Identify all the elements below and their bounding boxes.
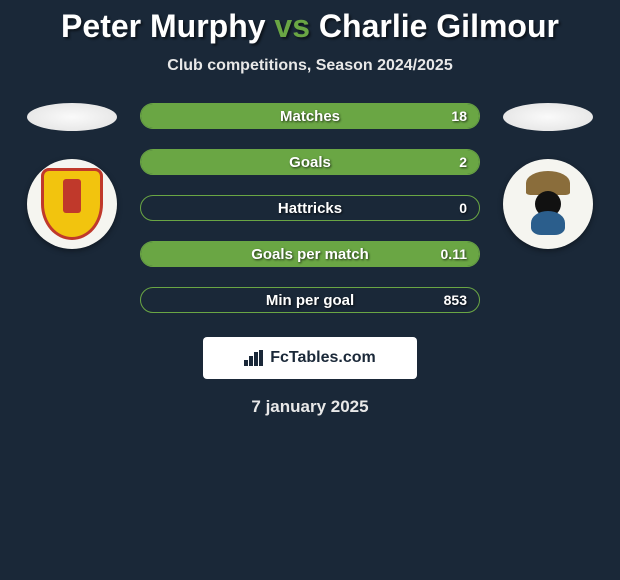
vs-separator: vs xyxy=(274,8,310,44)
stat-value-right: 18 xyxy=(451,108,467,124)
stat-row: Min per goal 853 xyxy=(140,287,480,313)
main-area: Matches 18 Goals 2 Hattricks 0 Goals per match… xyxy=(0,103,620,313)
comparison-widget: Peter Murphy vs Charlie Gilmour Club com… xyxy=(0,0,620,417)
stat-label: Min per goal xyxy=(266,292,354,309)
stat-label: Matches xyxy=(280,108,340,125)
player1-column xyxy=(22,103,122,249)
stat-label: Goals per match xyxy=(251,246,369,263)
stats-column: Matches 18 Goals 2 Hattricks 0 Goals per match… xyxy=(140,103,480,313)
stat-row: Matches 18 xyxy=(140,103,480,129)
stat-label: Goals xyxy=(289,154,331,171)
date-line: 7 january 2025 xyxy=(0,397,620,417)
player2-club-badge xyxy=(503,159,593,249)
brand-text: FcTables.com xyxy=(270,349,376,367)
ict-crest-icon xyxy=(513,169,583,239)
stat-row: Hattricks 0 xyxy=(140,195,480,221)
player2-column xyxy=(498,103,598,249)
player2-avatar xyxy=(503,103,593,131)
annan-crest-icon xyxy=(41,168,103,240)
subtitle: Club competitions, Season 2024/2025 xyxy=(0,57,620,75)
stat-value-right: 0.11 xyxy=(441,246,467,262)
chart-icon xyxy=(244,350,264,366)
player1-name: Peter Murphy xyxy=(61,8,265,44)
page-title: Peter Murphy vs Charlie Gilmour xyxy=(0,8,620,45)
stat-value-right: 853 xyxy=(444,292,467,308)
stat-row: Goals 2 xyxy=(140,149,480,175)
brand-badge[interactable]: FcTables.com xyxy=(203,337,417,379)
player1-club-badge xyxy=(27,159,117,249)
stat-value-right: 2 xyxy=(459,154,467,170)
player2-name: Charlie Gilmour xyxy=(319,8,559,44)
stat-value-right: 0 xyxy=(459,200,467,216)
stat-row: Goals per match 0.11 xyxy=(140,241,480,267)
stat-label: Hattricks xyxy=(278,200,342,217)
player1-avatar xyxy=(27,103,117,131)
